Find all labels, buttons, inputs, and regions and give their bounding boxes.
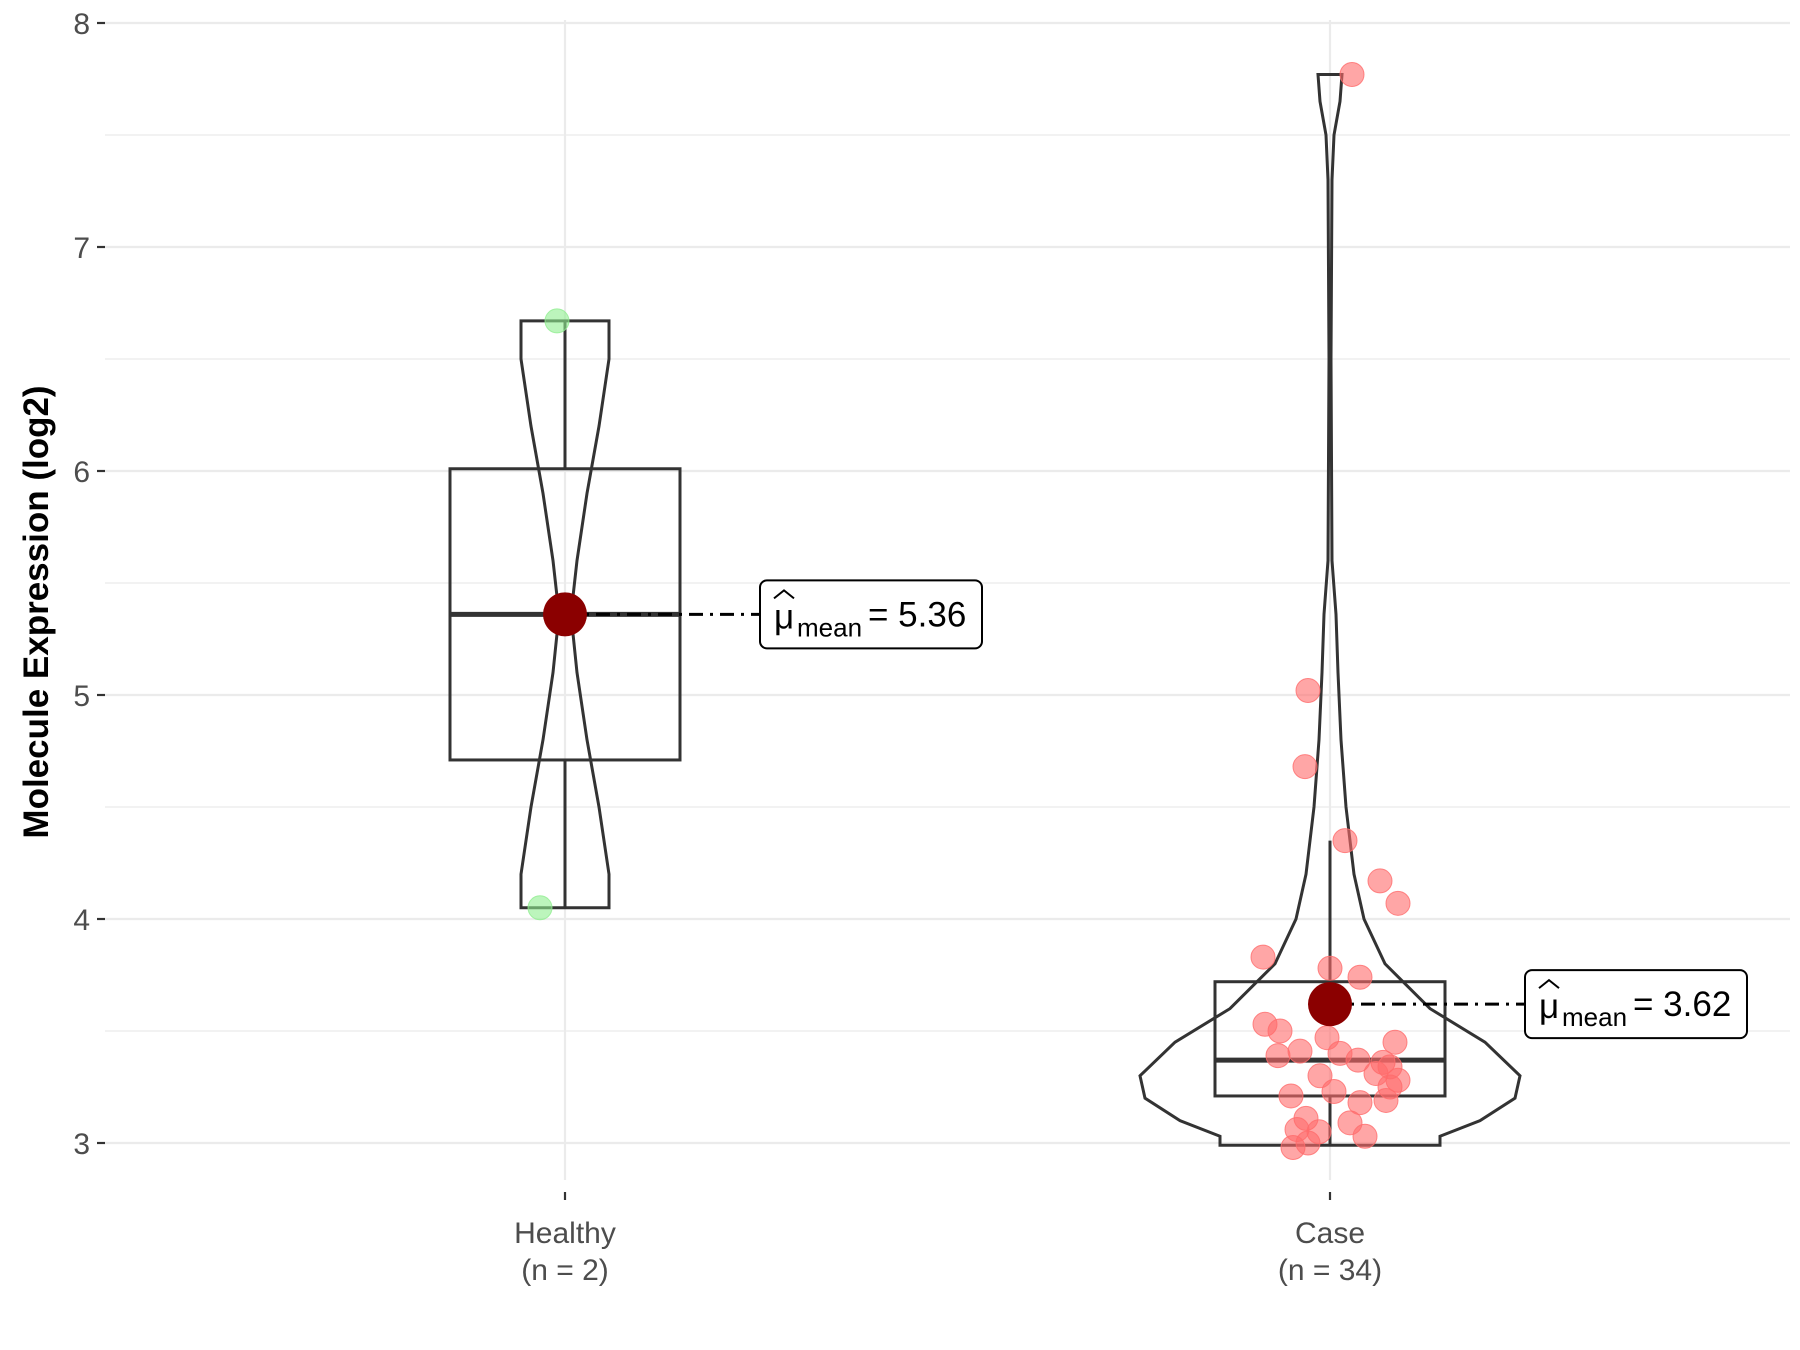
data-point xyxy=(1267,1018,1293,1044)
mean-label-value: = 5.36 xyxy=(868,595,966,634)
boxplots xyxy=(448,320,1447,1146)
data-point xyxy=(1332,828,1358,854)
data-point xyxy=(1347,964,1373,990)
violin-healthy xyxy=(519,319,611,910)
data-point xyxy=(1367,868,1393,894)
mean-point xyxy=(543,592,587,637)
y-tick-label: 7 xyxy=(73,232,90,265)
y-tick-label: 4 xyxy=(73,904,90,937)
mean-markers: μ mean = 5.36μ mean = 3.62 xyxy=(543,579,1748,1040)
data-point xyxy=(1347,1090,1373,1116)
x-tick-label: Healthy xyxy=(514,1217,616,1250)
y-tick-label: 8 xyxy=(73,8,90,41)
data-point xyxy=(527,895,553,921)
mean-label-box xyxy=(1524,969,1748,1040)
mean-hat-icon xyxy=(1538,978,1560,989)
mean-label-subscript: mean xyxy=(1562,1002,1627,1032)
data-point xyxy=(1352,1123,1378,1149)
data-point xyxy=(1321,1078,1347,1104)
mean-label-symbol: μ xyxy=(1539,987,1559,1026)
data-point xyxy=(1278,1083,1304,1109)
data-points xyxy=(527,62,1411,1160)
y-axis-title: Molecule Expression (log2) xyxy=(17,385,56,838)
mean-point xyxy=(1308,982,1352,1027)
data-point xyxy=(1292,754,1318,780)
x-tick-count: (n = 34) xyxy=(1278,1254,1382,1287)
data-point xyxy=(544,308,570,334)
mean-label-subscript: mean xyxy=(797,612,862,642)
y-tick-label: 6 xyxy=(73,456,90,489)
data-point xyxy=(1317,955,1343,981)
data-point xyxy=(1287,1038,1313,1064)
mean-label-box xyxy=(759,579,983,650)
data-point xyxy=(1295,678,1321,704)
data-point xyxy=(1265,1043,1291,1069)
mean-label-value: = 3.62 xyxy=(1633,985,1731,1024)
y-tick-label: 3 xyxy=(73,1128,90,1161)
data-point xyxy=(1345,1047,1371,1073)
mean-hat-icon xyxy=(773,589,795,600)
data-point xyxy=(1250,944,1276,970)
data-point xyxy=(1280,1134,1306,1160)
data-point xyxy=(1373,1087,1399,1113)
violin-case xyxy=(1138,73,1522,1147)
mean-label-symbol: μ xyxy=(774,597,794,636)
data-point xyxy=(1307,1063,1333,1089)
x-tick-label: Case xyxy=(1295,1217,1365,1250)
data-point xyxy=(1382,1029,1408,1055)
axes: 3 4 5 6 7 8 Healthy (n = 2) Case (n = 34) xyxy=(73,8,1382,1287)
data-point xyxy=(1339,62,1365,88)
violins xyxy=(519,73,1522,1147)
data-point xyxy=(1385,890,1411,916)
x-tick-count: (n = 2) xyxy=(521,1254,609,1287)
y-tick-label: 5 xyxy=(73,680,90,713)
